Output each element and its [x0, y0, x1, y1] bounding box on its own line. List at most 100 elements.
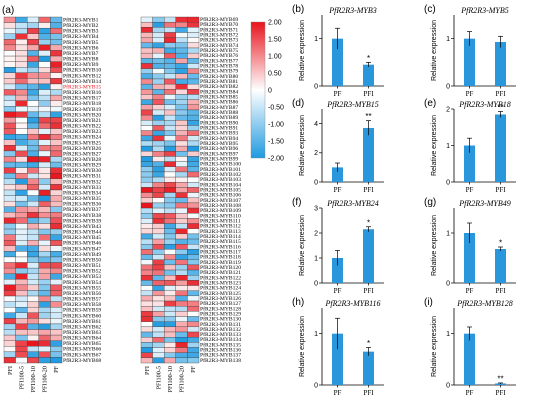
- heatmap-cell: [15, 44, 28, 51]
- heatmap-cell: [15, 67, 28, 73]
- heatmap-cell: [164, 238, 176, 245]
- heatmap-cell: [140, 223, 153, 229]
- gene-label: PfR2R3-MYB66: [63, 346, 101, 353]
- heatmap-cell: [38, 206, 51, 213]
- heatmap-cell: [164, 99, 176, 105]
- heatmap-cell: [27, 61, 39, 68]
- heatmap-cell: [175, 187, 188, 193]
- heatmap-cell: [3, 117, 16, 124]
- heatmap-cell: [3, 318, 16, 325]
- heatmap-cell: [187, 331, 200, 338]
- heatmap-cell: [187, 254, 200, 260]
- heatmap-cell: [152, 254, 165, 260]
- heatmap-cell: [15, 39, 28, 46]
- heatmap-cell: [50, 27, 63, 34]
- heatmap-cell: [164, 244, 176, 250]
- heatmap-cell: [27, 106, 39, 113]
- heatmap-cell: [50, 295, 63, 302]
- gene-label: PfR2R3-MYB121: [200, 269, 241, 276]
- heatmap-cell: [175, 311, 188, 317]
- heatmap-cell: [140, 337, 153, 343]
- gene-label: PfR2R3-MYB45: [63, 234, 101, 241]
- heatmap-cell: [3, 122, 16, 129]
- gene-label: PfR2R3-MYB112: [200, 223, 241, 230]
- heatmap-cell: [140, 37, 153, 43]
- gene-label: PfR2R3-MYB128: [200, 305, 241, 312]
- heatmap-cell: [3, 195, 16, 202]
- heatmap-cell: [3, 267, 16, 274]
- heatmap-cell: [152, 192, 165, 198]
- heatmap-cell: [3, 323, 16, 330]
- heatmap-cell: [164, 63, 176, 69]
- gene-label: PfR2R3-MYB62: [63, 323, 101, 330]
- heatmap-cell: [164, 285, 176, 291]
- heatmap-cell: [3, 251, 16, 258]
- gene-label: PfR2R3-MYB2: [63, 22, 99, 29]
- color-scale-tick: 1.50: [268, 37, 282, 44]
- heatmap-cell: [15, 307, 28, 313]
- heatmap-cell: [50, 301, 63, 308]
- gene-label: PfR2R3-MYB85: [200, 94, 238, 101]
- bar: [363, 127, 374, 182]
- heatmap-cell: [140, 213, 153, 219]
- y-axis-label: Relative expression: [431, 316, 438, 377]
- heatmap-cell: [164, 290, 176, 297]
- y-tick-label: 2: [314, 150, 318, 157]
- heatmap-cell: [50, 22, 63, 29]
- heatmap-cell: [50, 346, 63, 353]
- heatmap-cell: [152, 233, 165, 240]
- heatmap-cell: [187, 228, 200, 235]
- gene-label: PfR2R3-MYB60: [63, 312, 101, 319]
- heatmap-cell: [187, 300, 200, 307]
- gene-label: PfR2R3-MYB110: [200, 212, 241, 219]
- heatmap-cell: [175, 42, 188, 49]
- heatmap-cell: [140, 182, 153, 188]
- heatmap-cell: [164, 280, 176, 286]
- gene-label: PfR2R3-MYB125: [200, 290, 241, 297]
- heatmap-cell: [3, 279, 16, 286]
- heatmap-cell: [187, 290, 200, 297]
- heatmap-cell: [38, 122, 51, 129]
- bar: [332, 258, 343, 283]
- heatmap-cell: [175, 94, 188, 100]
- heatmap-cell: [175, 331, 188, 338]
- gene-label: PfR2R3-MYB15: [63, 83, 101, 90]
- gene-label: PfR2R3-MYB19: [63, 106, 101, 113]
- heatmap-cell: [140, 109, 153, 116]
- heatmap-cell: [27, 223, 39, 230]
- column-label: PFI: [7, 366, 14, 375]
- heatmap-cell: [15, 340, 28, 347]
- x-tick-label: PFI: [495, 90, 506, 98]
- heatmap-cell: [38, 156, 51, 163]
- heatmap-cell: [3, 61, 16, 68]
- heatmap-cell: [164, 192, 176, 198]
- heatmap-cell: [38, 184, 51, 191]
- heatmap-cell: [187, 161, 200, 167]
- heatmap-cell: [140, 125, 153, 131]
- gene-label: PfR2R3-MYB33: [63, 184, 101, 191]
- heatmap-cell: [15, 184, 28, 191]
- heatmap-cell: [15, 273, 28, 280]
- heatmap-cell: [27, 161, 39, 168]
- heatmap-cell: [140, 238, 153, 245]
- heatmap-cell: [187, 342, 200, 348]
- x-tick-label: PF: [466, 90, 474, 98]
- heatmap-cell: [187, 171, 200, 178]
- bar: [495, 383, 506, 385]
- heatmap-cell: [175, 166, 188, 173]
- heatmap-cell: [140, 27, 153, 33]
- heatmap-cell: [3, 94, 16, 101]
- bar-panel: (e) PfR2R3-MYB18 0 1 2 Relative expression PF P…: [424, 98, 516, 194]
- heatmap-cell: [164, 249, 176, 255]
- heatmap-cell: [3, 212, 16, 219]
- heatmap-cell: [27, 67, 39, 73]
- heatmap-cell: [27, 307, 39, 313]
- column-label: PFI100-20: [42, 366, 49, 392]
- heatmap-cell: [140, 254, 153, 260]
- column-label: PFI100-5: [18, 366, 25, 389]
- heatmap-cell: [175, 207, 188, 214]
- heatmap-cell: [175, 58, 188, 64]
- x-tick-label: PF: [466, 389, 474, 397]
- gene-label: PfR2R3-MYB114: [200, 233, 241, 240]
- heatmap-cell: [140, 300, 153, 307]
